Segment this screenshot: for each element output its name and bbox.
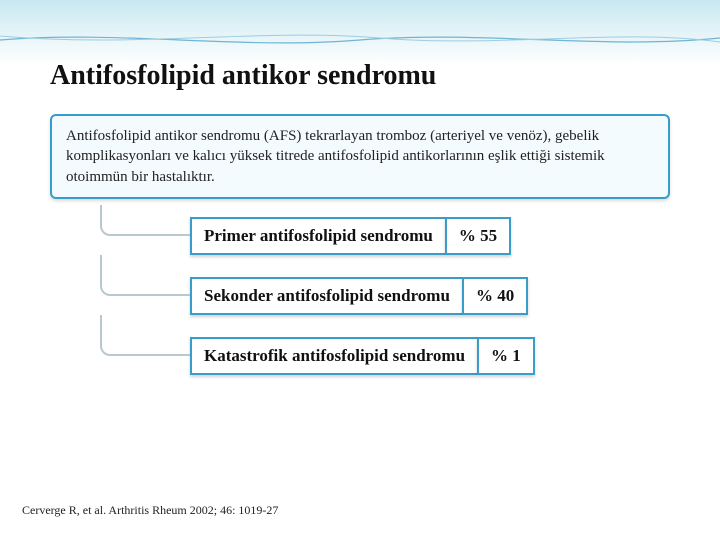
slide: Antifosfolipid antikor sendromu Antifosf… — [0, 0, 720, 540]
item-value: % 40 — [462, 277, 528, 315]
item-row: Primer antifosfolipid sendromu % 55 — [190, 217, 670, 255]
citation-text: Cerverge R, et al. Arthritis Rheum 2002;… — [22, 503, 278, 518]
connector-line — [100, 315, 190, 356]
items-group: Primer antifosfolipid sendromu % 55 Seko… — [50, 217, 670, 375]
connector-line — [100, 205, 190, 236]
slide-title: Antifosfolipid antikor sendromu — [50, 60, 670, 92]
item-label: Katastrofik antifosfolipid sendromu — [190, 337, 477, 375]
item-label: Sekonder antifosfolipid sendromu — [190, 277, 462, 315]
item-row: Katastrofik antifosfolipid sendromu % 1 — [190, 337, 670, 375]
connector-line — [100, 255, 190, 296]
item-label: Primer antifosfolipid sendromu — [190, 217, 445, 255]
item-value: % 55 — [445, 217, 511, 255]
item-value: % 1 — [477, 337, 535, 375]
definition-box: Antifosfolipid antikor sendromu (AFS) te… — [50, 114, 670, 199]
item-row: Sekonder antifosfolipid sendromu % 40 — [190, 277, 670, 315]
